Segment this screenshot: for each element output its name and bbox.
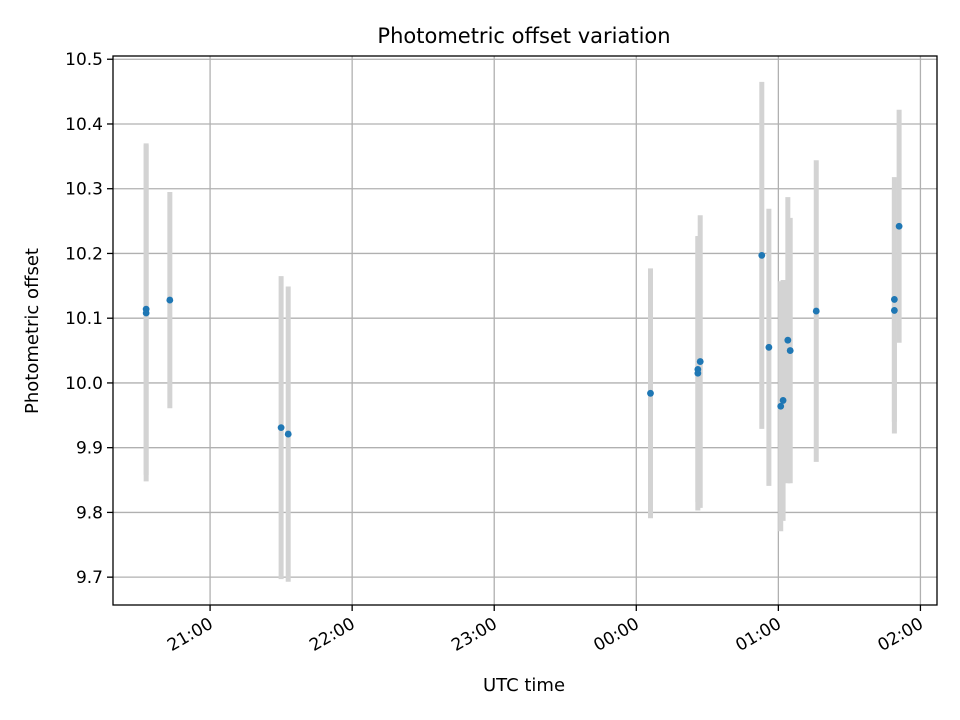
x-axis-label: UTC time [483,675,565,696]
plot-frame [112,55,938,606]
data-point [779,397,787,404]
y-tick-label: 9.7 [76,568,103,588]
grid [113,56,937,605]
y-tick-label: 9.8 [76,503,103,523]
data-point [784,336,792,344]
y-tick-label: 10.1 [65,309,103,329]
data-point [777,402,785,410]
data-point [142,305,150,313]
y-axis-label: Photometric offset [22,248,43,414]
data-point [284,430,292,438]
data-point [890,296,898,303]
data-point [765,343,773,351]
y-axis-ticks: 9.7 9.8 9.9 10.0 10.1 10.2 10.3 10.4 10.5 [65,50,113,588]
data-point [694,365,702,373]
data-point [647,389,654,397]
data-point [277,424,285,432]
data-point [895,222,903,230]
y-tick-label: 10.3 [65,180,103,200]
y-tick-label: 10.5 [65,50,103,70]
data-point [890,307,898,314]
chart-title: Photometric offset variation [377,24,670,48]
data-point [758,252,766,259]
data-point [812,307,820,315]
data-point [786,347,794,354]
y-tick-label: 10.4 [65,115,103,135]
data-points [142,222,903,438]
data-point [166,296,174,304]
y-tick-label: 10.2 [65,244,103,264]
y-tick-label: 9.9 [76,439,103,459]
y-tick-label: 10.0 [65,374,103,394]
data-point [696,358,704,365]
